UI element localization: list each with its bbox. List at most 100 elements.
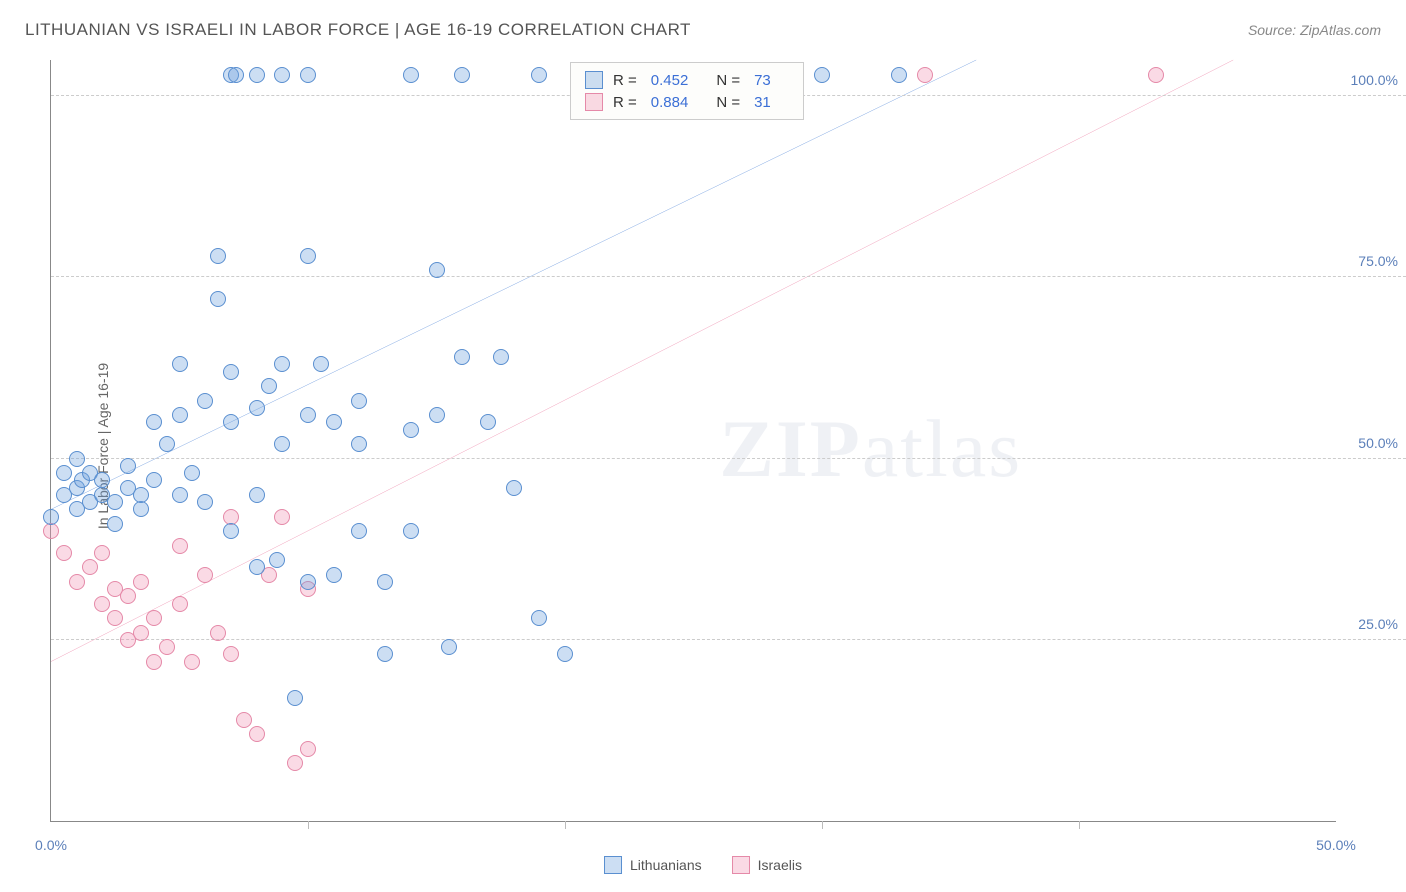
data-point-israelis [69, 574, 85, 590]
regression-lines-svg [51, 60, 1336, 821]
data-point-lithuanians [351, 523, 367, 539]
data-point-israelis [172, 596, 188, 612]
n-value-israelis: 31 [754, 94, 771, 111]
data-point-israelis [172, 538, 188, 554]
legend-label-lithuanians: Lithuanians [630, 857, 702, 873]
data-point-lithuanians [403, 422, 419, 438]
data-point-lithuanians [120, 458, 136, 474]
xtick-label: 0.0% [35, 837, 67, 853]
data-point-israelis [56, 545, 72, 561]
data-point-lithuanians [351, 393, 367, 409]
data-point-lithuanians [441, 639, 457, 655]
data-point-lithuanians [107, 516, 123, 532]
watermark-part1: ZIP [719, 403, 862, 494]
ytick-label: 100.0% [1351, 72, 1398, 88]
r-label: R = [613, 72, 637, 89]
regression-line-israelis [51, 60, 1233, 662]
data-point-lithuanians [493, 349, 509, 365]
stats-box: R = 0.452 N = 73 R = 0.884 N = 31 [570, 62, 804, 120]
tick-v [1079, 821, 1080, 829]
data-point-lithuanians [377, 646, 393, 662]
data-point-israelis [43, 523, 59, 539]
data-point-lithuanians [172, 407, 188, 423]
data-point-israelis [133, 574, 149, 590]
ytick-label: 75.0% [1358, 253, 1398, 269]
data-point-lithuanians [94, 472, 110, 488]
data-point-lithuanians [814, 67, 830, 83]
data-point-lithuanians [223, 414, 239, 430]
gridline-h [51, 639, 1406, 640]
data-point-lithuanians [454, 349, 470, 365]
data-point-lithuanians [351, 436, 367, 452]
legend-item-israelis: Israelis [732, 856, 802, 874]
chart-container: LITHUANIAN VS ISRAELI IN LABOR FORCE | A… [0, 0, 1406, 892]
tick-v [822, 821, 823, 829]
data-point-lithuanians [531, 67, 547, 83]
watermark: ZIPatlas [719, 402, 1022, 496]
data-point-israelis [1148, 67, 1164, 83]
data-point-israelis [120, 588, 136, 604]
data-point-lithuanians [261, 378, 277, 394]
swatch-lithuanians [585, 71, 603, 89]
data-point-lithuanians [69, 451, 85, 467]
data-point-lithuanians [159, 436, 175, 452]
legend-swatch-israelis [732, 856, 750, 874]
legend-item-lithuanians: Lithuanians [604, 856, 702, 874]
data-point-israelis [94, 596, 110, 612]
data-point-lithuanians [197, 393, 213, 409]
data-point-lithuanians [223, 364, 239, 380]
data-point-israelis [107, 610, 123, 626]
data-point-lithuanians [300, 574, 316, 590]
data-point-lithuanians [300, 248, 316, 264]
stats-row-lithuanians: R = 0.452 N = 73 [585, 69, 789, 91]
data-point-israelis [917, 67, 933, 83]
regression-line-lithuanians [51, 60, 976, 509]
data-point-israelis [274, 509, 290, 525]
stats-row-israelis: R = 0.884 N = 31 [585, 91, 789, 113]
data-point-lithuanians [557, 646, 573, 662]
data-point-israelis [133, 625, 149, 641]
header: LITHUANIAN VS ISRAELI IN LABOR FORCE | A… [25, 20, 1381, 40]
chart-title: LITHUANIAN VS ISRAELI IN LABOR FORCE | A… [25, 20, 691, 40]
data-point-israelis [287, 755, 303, 771]
data-point-lithuanians [249, 67, 265, 83]
data-point-lithuanians [326, 567, 342, 583]
data-point-lithuanians [172, 487, 188, 503]
data-point-lithuanians [326, 414, 342, 430]
xtick-label: 50.0% [1316, 837, 1356, 853]
gridline-h [51, 276, 1406, 277]
data-point-lithuanians [197, 494, 213, 510]
data-point-lithuanians [133, 501, 149, 517]
data-point-lithuanians [146, 414, 162, 430]
data-point-israelis [82, 559, 98, 575]
watermark-part2: atlas [862, 403, 1022, 494]
legend-swatch-lithuanians [604, 856, 622, 874]
data-point-lithuanians [287, 690, 303, 706]
data-point-lithuanians [223, 523, 239, 539]
n-value-lithuanians: 73 [754, 72, 771, 89]
data-point-israelis [159, 639, 175, 655]
data-point-lithuanians [249, 559, 265, 575]
data-point-lithuanians [377, 574, 393, 590]
n-label: N = [716, 94, 740, 111]
data-point-lithuanians [274, 67, 290, 83]
data-point-israelis [184, 654, 200, 670]
data-point-lithuanians [228, 67, 244, 83]
ytick-label: 25.0% [1358, 616, 1398, 632]
n-label: N = [716, 72, 740, 89]
data-point-israelis [210, 625, 226, 641]
r-label: R = [613, 94, 637, 111]
tick-v [565, 821, 566, 829]
data-point-israelis [249, 726, 265, 742]
data-point-lithuanians [891, 67, 907, 83]
legend-label-israelis: Israelis [758, 857, 802, 873]
data-point-lithuanians [300, 67, 316, 83]
gridline-h [51, 458, 1406, 459]
data-point-lithuanians [274, 436, 290, 452]
data-point-lithuanians [107, 494, 123, 510]
ytick-label: 50.0% [1358, 435, 1398, 451]
data-point-lithuanians [313, 356, 329, 372]
data-point-lithuanians [56, 465, 72, 481]
data-point-lithuanians [429, 407, 445, 423]
data-point-lithuanians [506, 480, 522, 496]
